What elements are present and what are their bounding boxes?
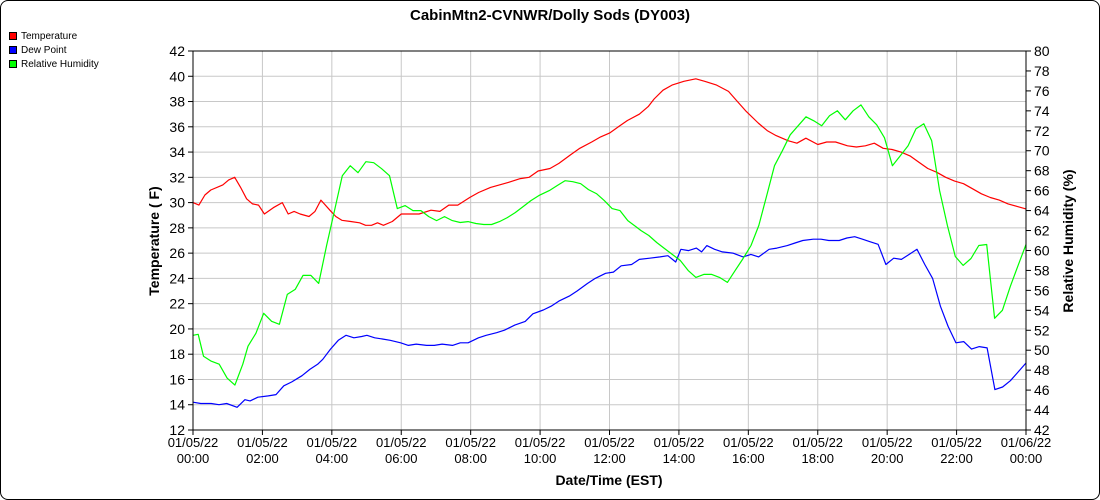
y-right-tick-label: 50 bbox=[1034, 342, 1050, 358]
series-line-temperature bbox=[192, 78, 1027, 226]
x-tick-label-date: 01/05/22 bbox=[237, 435, 288, 450]
x-tick-label-time: 22:00 bbox=[940, 451, 973, 466]
x-tick-label-time: 04:00 bbox=[316, 451, 349, 466]
y-right-tick-label: 46 bbox=[1034, 382, 1050, 398]
y-right-tick-label: 54 bbox=[1034, 302, 1050, 318]
y-right-tick-label: 66 bbox=[1034, 183, 1050, 199]
legend-swatch-dew-point bbox=[9, 46, 17, 54]
series-line-dew-point bbox=[192, 236, 1027, 408]
y-left-tick-label: 40 bbox=[169, 68, 185, 84]
legend: Temperature Dew Point Relative Humidity bbox=[9, 29, 99, 71]
y-axis-left-label: Temperature ( F) bbox=[146, 186, 162, 295]
x-tick-label-date: 01/05/22 bbox=[584, 435, 635, 450]
legend-label-dew-point: Dew Point bbox=[21, 44, 67, 56]
x-tick-label-date: 01/05/22 bbox=[862, 435, 913, 450]
y-right-tick-label: 62 bbox=[1034, 223, 1050, 239]
y-right-tick-label: 56 bbox=[1034, 282, 1050, 298]
y-axis-left-ticks: 12 14 16 18 20 22 24 26 28 30 32 34 36 38 40 42 bbox=[169, 43, 193, 438]
y-right-tick-label: 78 bbox=[1034, 63, 1050, 79]
legend-swatch-relative-humidity bbox=[9, 60, 17, 68]
y-left-tick-label: 42 bbox=[169, 43, 185, 59]
x-tick-label-time: 14:00 bbox=[663, 451, 696, 466]
legend-item-relative-humidity: Relative Humidity bbox=[9, 57, 99, 71]
x-tick-label-date: 01/05/22 bbox=[792, 435, 843, 450]
legend-item-dew-point: Dew Point bbox=[9, 43, 99, 57]
x-tick-label-date: 01/05/22 bbox=[723, 435, 774, 450]
legend-item-temperature: Temperature bbox=[9, 29, 99, 43]
x-tick-label-date: 01/05/22 bbox=[931, 435, 982, 450]
y-left-tick-label: 18 bbox=[169, 346, 185, 362]
x-tick-label-time: 00:00 bbox=[177, 451, 210, 466]
y-right-tick-label: 72 bbox=[1034, 123, 1050, 139]
y-right-tick-label: 58 bbox=[1034, 262, 1050, 278]
x-tick-label-time: 08:00 bbox=[454, 451, 487, 466]
y-left-tick-label: 30 bbox=[169, 195, 185, 211]
x-tick-label-date: 01/05/22 bbox=[376, 435, 427, 450]
grid bbox=[192, 50, 1027, 431]
y-left-tick-label: 26 bbox=[169, 245, 185, 261]
x-tick-label-time: 02:00 bbox=[246, 451, 279, 466]
y-left-tick-label: 38 bbox=[169, 94, 185, 110]
y-right-tick-label: 64 bbox=[1034, 203, 1050, 219]
x-tick-label-date: 01/05/22 bbox=[307, 435, 358, 450]
y-left-tick-label: 24 bbox=[169, 270, 185, 286]
series-line-relative-humidity bbox=[192, 104, 1027, 386]
y-right-tick-label: 76 bbox=[1034, 83, 1050, 99]
y-left-tick-label: 12 bbox=[169, 422, 185, 438]
x-tick-label-date: 01/05/22 bbox=[515, 435, 566, 450]
x-tick-label-time: 00:00 bbox=[1010, 451, 1043, 466]
x-tick-label-time: 20:00 bbox=[871, 451, 904, 466]
legend-swatch-temperature bbox=[9, 32, 17, 40]
y-right-tick-label: 70 bbox=[1034, 143, 1050, 159]
y-right-tick-label: 74 bbox=[1034, 103, 1050, 119]
x-axis-ticks: 01/05/2200:0001/05/2202:0001/05/2204:000… bbox=[168, 430, 1052, 466]
y-right-tick-label: 42 bbox=[1034, 422, 1050, 438]
y-left-tick-label: 16 bbox=[169, 371, 185, 387]
y-left-tick-label: 14 bbox=[169, 397, 185, 413]
x-tick-label-time: 18:00 bbox=[801, 451, 834, 466]
legend-label-relative-humidity: Relative Humidity bbox=[21, 58, 99, 70]
x-tick-label-date: 01/05/22 bbox=[168, 435, 219, 450]
y-right-tick-label: 80 bbox=[1034, 43, 1050, 59]
y-left-tick-label: 20 bbox=[169, 321, 185, 337]
x-tick-label-time: 16:00 bbox=[732, 451, 765, 466]
series-layer bbox=[192, 78, 1027, 408]
y-left-tick-label: 36 bbox=[169, 119, 185, 135]
y-left-tick-label: 22 bbox=[169, 296, 185, 312]
y-axis-right-label: Relative Humidity (%) bbox=[1060, 169, 1076, 312]
x-tick-label-date: 01/06/22 bbox=[1001, 435, 1052, 450]
y-left-tick-label: 32 bbox=[169, 169, 185, 185]
y-left-tick-label: 34 bbox=[169, 144, 185, 160]
y-axis-right-ticks: 42 44 46 48 50 52 54 56 58 60 62 64 66 68 70 72 74 76 78 80 bbox=[1026, 43, 1050, 438]
legend-label-temperature: Temperature bbox=[21, 30, 78, 42]
x-tick-label-time: 06:00 bbox=[385, 451, 418, 466]
x-tick-label-date: 01/05/22 bbox=[445, 435, 496, 450]
y-left-tick-label: 28 bbox=[169, 220, 185, 236]
x-tick-label-time: 12:00 bbox=[593, 451, 626, 466]
y-right-tick-label: 60 bbox=[1034, 242, 1050, 258]
chart-title: CabinMtn2-CVNWR/Dolly Sods (DY003) bbox=[410, 7, 690, 24]
y-right-tick-label: 44 bbox=[1034, 402, 1050, 418]
y-right-tick-label: 68 bbox=[1034, 163, 1050, 179]
x-tick-label-time: 10:00 bbox=[524, 451, 557, 466]
y-right-tick-label: 52 bbox=[1034, 322, 1050, 338]
x-tick-label-date: 01/05/22 bbox=[654, 435, 705, 450]
x-axis-label: Date/Time (EST) bbox=[555, 472, 662, 488]
y-right-tick-label: 48 bbox=[1034, 362, 1050, 378]
